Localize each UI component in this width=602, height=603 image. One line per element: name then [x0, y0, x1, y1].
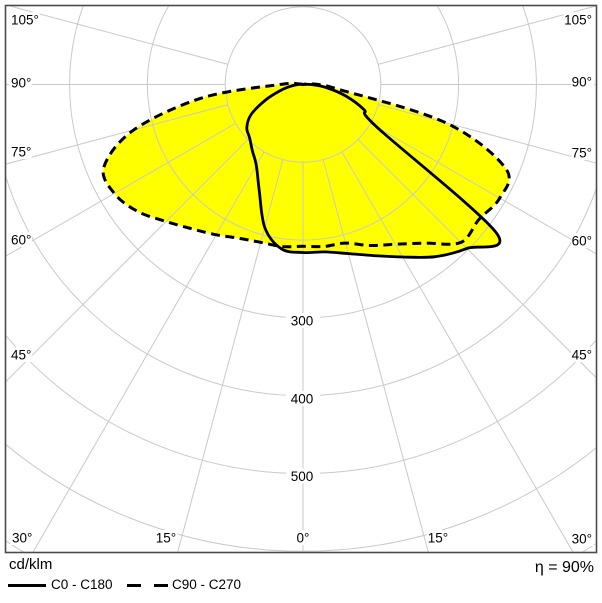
grid-ray--45 — [6, 139, 249, 382]
angle-tick-label: 75° — [572, 146, 592, 161]
angle-label-halo — [426, 530, 450, 545]
grid-ray-15 — [322, 159, 429, 552]
unit-label: cd/klm — [9, 556, 53, 573]
angle-label-halo — [9, 12, 40, 27]
legend-line-solid-swatch — [8, 584, 46, 587]
angle-label-halo — [9, 75, 32, 90]
curve-layer — [101, 81, 511, 259]
angle-tick-labels: 105° 90° 75° 60° 45° 30° 15° 0° 15° 30° 45° 60° 75° 9… — [9, 12, 594, 547]
grid-ray--75 — [6, 104, 229, 165]
angle-tick-label: 60° — [572, 234, 592, 249]
angle-tick-label: 60° — [11, 233, 31, 248]
legend-line-dashed-swatch — [127, 584, 141, 587]
grid-ray--15 — [177, 159, 284, 552]
angle-label-halo — [571, 347, 594, 362]
angle-tick-label: 0° — [297, 531, 310, 546]
curve-c90-c270 — [101, 81, 511, 249]
angle-label-halo — [571, 145, 594, 160]
angle-label-halo — [9, 232, 32, 247]
efficiency-label: η = 90% — [534, 559, 594, 576]
angle-tick-label: 45° — [572, 348, 592, 363]
grid-ray-105 — [377, 6, 596, 65]
angle-label-halo — [571, 531, 594, 546]
angle-label-halo — [563, 12, 594, 27]
angle-tick-label: 15° — [156, 531, 176, 546]
angle-label-halo — [571, 74, 594, 89]
radius-label-halo — [286, 390, 320, 406]
angle-tick-label: 90° — [11, 76, 31, 91]
angle-label-halo — [571, 233, 594, 248]
distribution-fill-layer — [103, 83, 510, 258]
angle-tick-label: 45° — [11, 348, 31, 363]
legend-row: C0 - C180 C90 - C270 — [0, 577, 602, 597]
legend-label-c90-c270: C90 - C270 — [172, 577, 242, 592]
grid-ray--60 — [6, 122, 236, 257]
radius-tick-label: 300 — [291, 314, 314, 329]
angle-tick-label: 75° — [11, 145, 31, 160]
radius-tick-labels: 300 400 500 — [286, 312, 320, 484]
radius-tick-label: 500 — [291, 469, 314, 484]
grid-ray-75 — [377, 104, 596, 164]
angle-tick-label: 30° — [572, 532, 592, 547]
radius-label-halo — [286, 312, 320, 328]
radius-tick-label: 400 — [291, 391, 314, 406]
legend-label-c0-c180: C0 - C180 — [51, 577, 113, 592]
grid-ray-45 — [357, 139, 596, 378]
angle-label-halo — [9, 144, 32, 159]
angle-tick-label: 105° — [564, 13, 592, 28]
angle-label-halo — [154, 530, 178, 545]
chart-border — [4, 4, 598, 554]
curve-c0-c180 — [245, 82, 502, 259]
distribution-fill — [246, 84, 500, 258]
angle-tick-label: 30° — [12, 531, 32, 546]
angle-label-halo — [10, 530, 33, 545]
radius-label-halo — [286, 468, 320, 484]
legend-line-dashed-swatch — [154, 584, 168, 587]
angle-label-halo — [9, 347, 32, 362]
legend: cd/klm C0 - C180 C90 - C270 η = 90% — [0, 553, 602, 598]
angle-label-halo — [295, 530, 311, 545]
grid-ray--105 — [9, 6, 229, 65]
angle-tick-label: 15° — [428, 531, 448, 546]
angle-tick-label: 90° — [572, 75, 592, 90]
angle-tick-label: 105° — [11, 13, 39, 28]
grid-ray--30 — [32, 151, 265, 552]
grid-ray-30 — [341, 151, 574, 552]
